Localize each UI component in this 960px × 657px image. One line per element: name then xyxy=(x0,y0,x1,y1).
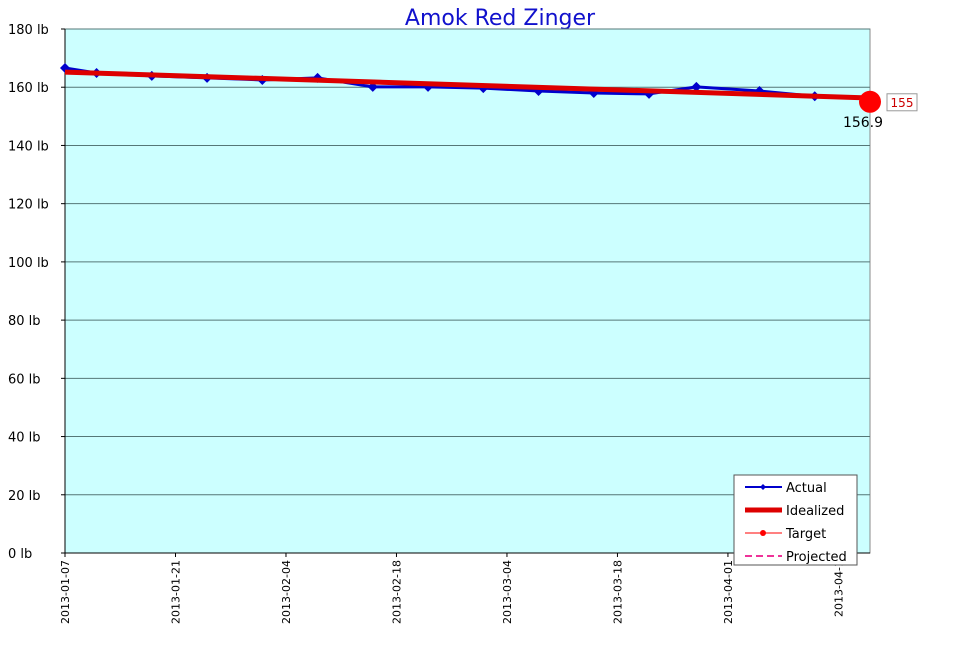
point xyxy=(859,90,881,113)
legend-marker xyxy=(760,484,766,490)
y-tick-label: 120 lb xyxy=(8,198,49,213)
x-tick-label: 2013-02-04 xyxy=(280,560,293,624)
x-tick-label: 2013-04-1 xyxy=(832,560,845,617)
legend-label: Target xyxy=(785,527,826,542)
x-tick-label: 2013-01-07 xyxy=(59,560,72,624)
x-tick-label: 2013-03-18 xyxy=(611,560,624,624)
data-label: 156.9 xyxy=(843,115,883,131)
y-tick-label: 140 lb xyxy=(8,139,49,154)
chart-title: Amok Red Zinger xyxy=(405,6,596,31)
legend-marker xyxy=(760,530,766,536)
point xyxy=(691,81,702,92)
y-tick-label: 80 lb xyxy=(8,314,41,329)
legend-label: Projected xyxy=(786,550,847,565)
data-label-box xyxy=(886,93,918,112)
data-label: 155 xyxy=(891,96,914,110)
y-tick-label: 160 lb xyxy=(8,81,49,96)
plot-background xyxy=(64,28,871,554)
x-tick-label: 2013-03-04 xyxy=(501,560,514,624)
y-tick-label: 100 lb xyxy=(8,256,49,271)
legend-box xyxy=(733,474,858,566)
y-tick-label: 20 lb xyxy=(8,489,41,504)
legend-label: Actual xyxy=(786,481,827,496)
x-tick-label: 2013-02-18 xyxy=(390,560,403,624)
y-tick-label: 0 lb xyxy=(8,547,32,562)
series-line xyxy=(64,69,871,101)
legend-label: Idealized xyxy=(786,504,844,519)
x-tick-label: 2013-04-01 xyxy=(722,560,735,624)
y-tick-label: 40 lb xyxy=(8,431,41,446)
y-tick-label: 180 lb xyxy=(8,23,49,38)
x-tick-label: 2013-01-21 xyxy=(169,560,182,624)
y-tick-label: 60 lb xyxy=(8,372,41,387)
